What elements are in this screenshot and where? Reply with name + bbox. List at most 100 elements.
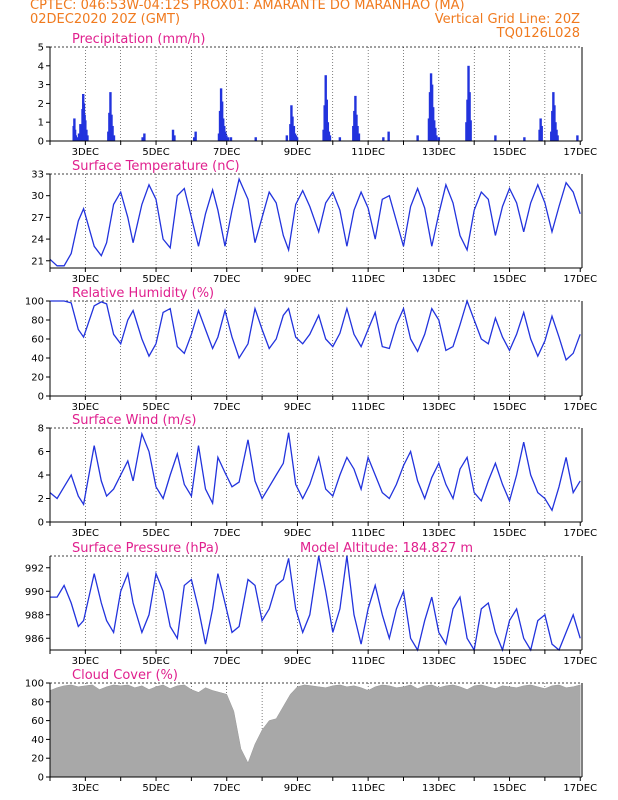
x-tick-label: 9DEC [284,528,311,539]
x-tick-label: 13DEC [422,147,456,158]
precip-bar [416,135,419,141]
precip-bar [143,133,146,141]
precip-bar [77,133,81,141]
y-tick-label: 992 [25,563,44,574]
y-tick-label: 20 [31,754,44,765]
x-tick-label: 17DEC [563,147,597,158]
x-tick-label: 13DEC [422,783,456,794]
x-tick-label: 17DEC [563,656,597,667]
y-tick-label: 0 [38,518,44,529]
x-tick-label: 15DEC [493,783,527,794]
x-tick-label: 7DEC [213,528,240,539]
y-tick-label: 990 [25,587,44,598]
header-station: CPTEC: 046:53W-04:12S PROX01: AMARANTE D… [30,0,465,13]
y-tick-label: 30 [31,191,44,202]
precip-bar [494,135,497,141]
y-tick-label: 27 [31,213,44,224]
x-tick-label: 9DEC [284,656,311,667]
precip-bar [171,129,175,141]
x-tick-label: 3DEC [72,783,99,794]
precip-bar [576,135,579,141]
y-tick-label: 988 [25,610,44,621]
x-tick-label: 3DEC [72,528,99,539]
x-tick-label: 15DEC [493,656,527,667]
x-tick-label: 5DEC [142,656,169,667]
y-tick-label: 4 [38,471,44,482]
y-tick-label: 0 [38,392,44,403]
precip-bar [291,116,294,141]
precip-bar [193,137,196,141]
series-line [49,177,581,267]
y-tick-label: 3 [38,80,44,91]
panel-title: Precipitation (mm/h) [72,32,205,47]
y-tick-label: 40 [31,735,44,746]
y-tick-label: 0 [38,137,44,148]
precip-bar [194,131,197,141]
x-tick-label: 11DEC [351,274,385,285]
x-tick-label: 17DEC [563,783,597,794]
y-tick-label: 24 [31,235,44,246]
y-tick-label: 60 [31,716,44,727]
precip-bar [111,125,114,141]
precip-bar [387,131,390,141]
panel-title: Surface Pressure (hPa) [72,541,219,556]
precip-bar [229,137,233,141]
precip-bar [325,99,328,141]
header-model-id: TQ0126L028 [496,26,580,41]
y-tick-label: 6 [38,447,44,458]
series-line [50,298,581,362]
y-tick-label: 0 [38,773,44,784]
x-tick-label: 5DEC [142,402,169,413]
precip-bar [523,137,526,141]
y-tick-label: 33 [31,170,44,181]
y-tick-label: 60 [31,335,44,346]
precip-bar [79,124,82,141]
panel-title: Surface Temperature (nC) [72,159,240,174]
x-tick-label: 7DEC [213,656,240,667]
y-tick-label: 21 [31,256,44,267]
precip-bar [468,92,471,141]
precip-bar [226,137,230,141]
precip-bar [254,137,257,141]
y-tick-label: 1 [38,118,44,129]
precip-bar [75,137,79,141]
y-tick-label: 20 [31,373,44,384]
x-tick-label: 3DEC [72,274,99,285]
x-tick-label: 13DEC [422,656,456,667]
x-tick-label: 13DEC [422,274,456,285]
panel-title: Surface Wind (m/s) [72,413,196,428]
x-tick-label: 5DEC [142,274,169,285]
x-tick-label: 17DEC [563,528,597,539]
precip-bar [112,135,116,141]
y-tick-label: 100 [25,297,44,308]
x-tick-label: 3DEC [72,147,99,158]
y-tick-label: 80 [31,697,44,708]
precip-bar [285,135,289,141]
precip-bar [86,135,89,141]
header-date: 02DEC2020 20Z (GMT) [30,12,181,27]
precip-bar [435,135,438,141]
panel-3: 0 2 4 6 8 3DEC 5DEC 7DEC 9DEC 11DEC 13DEC 15DEC 17DE… [38,413,597,539]
precip-bar [141,137,144,141]
precip-bar [357,133,361,141]
panel-title: Relative Humidity (%) [72,286,214,301]
y-tick-label: 100 [25,679,44,690]
precip-bar [469,120,472,141]
x-tick-label: 9DEC [284,783,311,794]
x-tick-label: 5DEC [142,147,169,158]
x-tick-label: 9DEC [284,147,311,158]
precip-bar [382,137,385,141]
x-tick-label: 11DEC [351,528,385,539]
precip-bar [556,135,559,141]
y-tick-label: 40 [31,354,44,365]
model-altitude-label: Model Altitude: 184.827 m [300,541,473,556]
y-tick-label: 8 [38,424,44,435]
x-tick-label: 11DEC [351,147,385,158]
panel-2: 0 20 40 60 80 100 3DEC 5DEC 7DEC 9DEC 11DEC 13DEC 15… [25,286,597,413]
y-tick-label: 4 [38,61,44,72]
y-tick-label: 2 [38,99,44,110]
x-tick-label: 5DEC [142,783,169,794]
panel-4: 986 988 990 992 3DEC 5DEC 7DEC 9DEC 11DEC 13DEC 15… [25,541,597,667]
x-tick-label: 15DEC [493,274,527,285]
